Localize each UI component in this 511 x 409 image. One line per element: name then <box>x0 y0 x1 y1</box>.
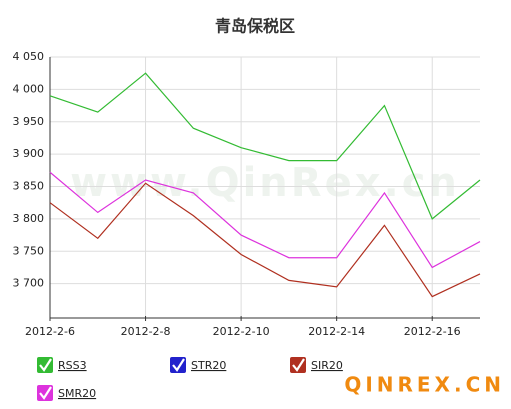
brand: QINREX.CN <box>344 373 505 397</box>
legend-check <box>39 386 52 400</box>
legend-item: STR20 <box>170 357 226 373</box>
watermark: www.QinRex.cn <box>70 160 460 206</box>
legend-check <box>39 358 52 372</box>
chart-title: 青岛保税区 <box>215 17 295 36</box>
y-tick-label: 3 750 <box>13 244 45 257</box>
x-tick-label: 2012-2-8 <box>121 325 171 338</box>
y-tick-label: 3 900 <box>13 147 45 160</box>
y-tick-label: 3 800 <box>13 212 45 225</box>
y-tick-label: 4 050 <box>13 50 45 63</box>
x-tick-label: 2012-2-14 <box>308 325 365 338</box>
x-tick-label: 2012-2-16 <box>404 325 461 338</box>
y-tick-label: 4 000 <box>13 82 45 95</box>
series-line <box>49 171 481 269</box>
legend-item: SIR20 <box>290 357 343 373</box>
legend-label: SMR20 <box>58 387 96 400</box>
y-tick-label: 3 950 <box>13 115 45 128</box>
y-tick-label: 3 850 <box>13 180 45 193</box>
y-tick-label: 3 700 <box>13 277 45 290</box>
x-tick-label: 2012-2-6 <box>25 325 75 338</box>
legend-check <box>172 358 185 372</box>
series-line <box>49 72 481 220</box>
x-tick-label: 2012-2-10 <box>213 325 270 338</box>
legend-label: RSS3 <box>58 359 87 372</box>
series-line <box>49 182 481 298</box>
legend-check <box>292 358 305 372</box>
legend-label: STR20 <box>191 359 226 372</box>
legend-label: SIR20 <box>311 359 343 372</box>
legend-item: RSS3 <box>37 357 87 373</box>
legend-item: SMR20 <box>37 385 96 401</box>
